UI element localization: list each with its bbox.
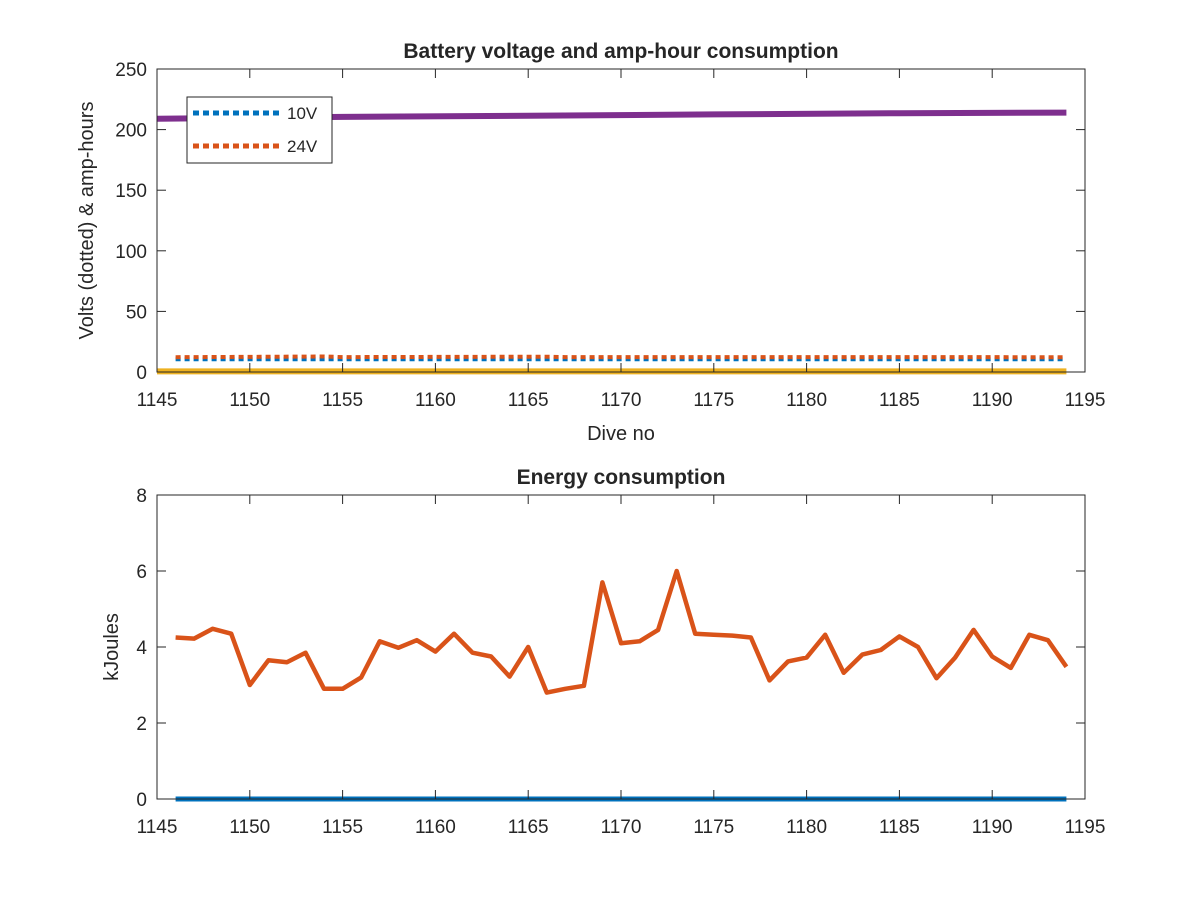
legend-label: 10V: [287, 104, 318, 123]
energy-plot: 1145 1150 1155 1160 1165 1170 1175 1180 1185 1190…: [101, 466, 1105, 838]
y-tick-label: 0: [136, 363, 147, 384]
x-tick-label: 1145: [137, 817, 178, 838]
x-tick-label: 1150: [229, 390, 270, 411]
x-tick-label: 1170: [601, 390, 642, 411]
x-tick-label: 1180: [786, 817, 827, 838]
series-group: [175, 568, 1069, 802]
x-tick-label: 1170: [601, 817, 642, 838]
y-tick-label: 100: [115, 242, 147, 263]
axes-box: [156, 494, 1086, 800]
y-axis-label: Volts (dotted) & amp-hours: [76, 102, 98, 340]
x-tick-label: 1165: [508, 390, 549, 411]
x-tick-label: 1150: [229, 817, 270, 838]
x-tick-label: 1185: [879, 817, 920, 838]
y-tick-label: 6: [136, 562, 147, 583]
legend: 10V 24V: [186, 96, 333, 164]
x-tick-label: 1190: [972, 390, 1013, 411]
battery-plot: 1145 1150 1155 1160 1165 1170 1175 1180 1185 1190…: [76, 40, 1105, 445]
series-line-1: [175, 354, 1067, 360]
x-tick-label: 1160: [415, 390, 456, 411]
y-tick-label: 150: [115, 181, 147, 202]
x-axis-label: Dive no: [587, 423, 655, 445]
y-tick-label: 2: [136, 714, 147, 735]
legend-label: 24V: [287, 137, 318, 156]
x-tick-label: 1145: [137, 390, 178, 411]
y-tick-label: 8: [136, 486, 147, 507]
x-tick-label: 1195: [1065, 817, 1106, 838]
x-tick-label: 1195: [1065, 390, 1106, 411]
x-tick-label: 1175: [693, 817, 734, 838]
chart-title: Battery voltage and amp-hour consumption: [403, 40, 838, 63]
y-tick-label: 4: [136, 638, 147, 659]
x-tick-label: 1175: [693, 390, 734, 411]
series-line-1: [175, 568, 1069, 695]
y-axis-label: kJoules: [101, 613, 123, 681]
x-tick-label: 1155: [322, 817, 363, 838]
x-tick-label: 1160: [415, 817, 456, 838]
y-tick-label: 50: [126, 302, 147, 323]
y-tick-label: 250: [115, 60, 147, 81]
chart-title: Energy consumption: [517, 466, 726, 489]
x-tick-label: 1190: [972, 817, 1013, 838]
x-tick-label: 1185: [879, 390, 920, 411]
x-tick-label: 1165: [508, 817, 549, 838]
legend-box: [186, 96, 333, 164]
x-tick-label: 1155: [322, 390, 363, 411]
x-tick-label: 1180: [786, 390, 827, 411]
y-tick-label: 200: [115, 121, 147, 142]
y-tick-label: 0: [136, 790, 147, 811]
